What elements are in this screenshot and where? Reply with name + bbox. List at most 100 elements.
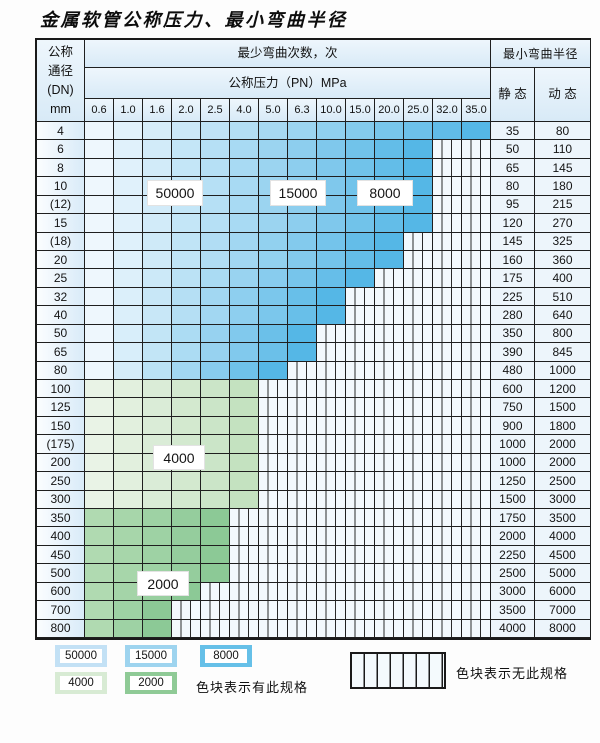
pn-cell-striped [346, 324, 375, 344]
pn-cell-striped [346, 306, 375, 325]
pn-cell-colored [201, 306, 230, 325]
pn-cell-striped [433, 324, 462, 344]
header-pn-value: 5.0 [259, 99, 288, 122]
dynamic-value-cell: 6000 [535, 582, 591, 602]
pn-cell-colored [85, 158, 114, 178]
dn-cell: 250 [37, 472, 85, 491]
pn-cell-colored [288, 140, 317, 159]
pn-cell-colored [259, 306, 288, 325]
pn-cell-colored [375, 232, 404, 251]
static-value-cell: 35 [491, 122, 535, 141]
pn-cell-striped [288, 545, 317, 565]
pn-cell-striped [462, 490, 491, 509]
pn-cell-colored [114, 490, 143, 509]
pn-cell-colored [375, 158, 404, 178]
pn-cell-striped [375, 582, 404, 602]
header-pn-value: 15.0 [346, 99, 375, 122]
pn-cell-striped [404, 564, 433, 583]
pn-cell-striped [462, 564, 491, 583]
header-dn-line: 通径 [47, 63, 73, 78]
pn-cell-striped [404, 232, 433, 251]
pn-cell-striped [433, 619, 462, 638]
pn-cell-striped [288, 472, 317, 491]
dn-cell: 32 [37, 287, 85, 307]
pn-cell-striped [433, 287, 462, 307]
pn-cell-striped [375, 269, 404, 288]
pn-cell-striped [259, 380, 288, 399]
pn-cell-colored [172, 509, 201, 528]
pn-cell-colored [230, 158, 259, 178]
legend-swatch-label: 15000 [130, 649, 172, 663]
pn-cell-striped [288, 582, 317, 602]
pn-cell-colored [114, 509, 143, 528]
static-value-cell: 160 [491, 251, 535, 270]
pn-cell-colored [230, 380, 259, 399]
pn-cell-colored [201, 324, 230, 344]
pn-cell-colored [201, 490, 230, 509]
dynamic-value-cell: 400 [535, 269, 591, 288]
pn-cell-colored [288, 122, 317, 141]
pn-cell-colored [172, 398, 201, 417]
static-value-cell: 50 [491, 140, 535, 159]
legend-swatch-15000: 15000 [125, 645, 177, 667]
pn-cell-colored [143, 122, 172, 141]
pn-cell-colored [317, 214, 346, 233]
dn-cell: 500 [37, 564, 85, 583]
pn-cell-striped [317, 472, 346, 491]
dynamic-value-cell: 180 [535, 177, 591, 196]
pn-cell-colored [172, 545, 201, 565]
legend: 50000 15000 8000 4000 2000 色块表示有此规格 色块表示… [0, 640, 600, 740]
pn-cell-colored [143, 527, 172, 546]
dn-cell: 100 [37, 380, 85, 399]
static-value-cell: 3000 [491, 582, 535, 602]
static-value-cell: 120 [491, 214, 535, 233]
pn-cell-striped [433, 435, 462, 454]
pn-cell-colored [230, 287, 259, 307]
dynamic-value-cell: 7000 [535, 601, 591, 620]
pn-cell-colored [85, 214, 114, 233]
pn-cell-striped [346, 416, 375, 436]
pn-cell-striped [375, 380, 404, 399]
header-pn-value: 25.0 [404, 99, 433, 122]
pn-cell-colored [259, 232, 288, 251]
pn-cell-striped [433, 545, 462, 565]
pn-cell-colored [201, 361, 230, 380]
pn-cell-striped [317, 435, 346, 454]
pn-cell-striped [288, 361, 317, 380]
pn-cell-striped [230, 619, 259, 638]
static-value-cell: 2250 [491, 545, 535, 565]
pn-cell-colored [143, 490, 172, 509]
pn-cell-colored [259, 343, 288, 362]
pn-cell-colored [259, 158, 288, 178]
header-pn-value: 20.0 [375, 99, 404, 122]
pn-cell-striped [433, 140, 462, 159]
static-value-cell: 2000 [491, 527, 535, 546]
pn-cell-striped [288, 527, 317, 546]
pn-cell-colored [85, 509, 114, 528]
pn-cell-striped [375, 509, 404, 528]
dynamic-value-cell: 215 [535, 195, 591, 215]
pn-cell-colored [114, 251, 143, 270]
pn-cell-colored [143, 269, 172, 288]
pn-cell-striped [317, 509, 346, 528]
static-value-cell: 145 [491, 232, 535, 251]
pn-cell-colored [172, 232, 201, 251]
pn-cell-colored [230, 453, 259, 473]
pn-cell-striped [259, 398, 288, 417]
pn-cell-colored [143, 232, 172, 251]
pn-cell-striped [317, 416, 346, 436]
pn-cell-colored [114, 195, 143, 215]
pn-cell-striped [172, 601, 201, 620]
pn-cell-striped [346, 453, 375, 473]
pn-cell-colored [375, 122, 404, 141]
pn-cell-striped [433, 214, 462, 233]
pn-cell-striped [346, 380, 375, 399]
pn-cell-colored [230, 361, 259, 380]
static-value-cell: 1500 [491, 490, 535, 509]
pn-cell-striped [375, 453, 404, 473]
pn-cell-striped [375, 564, 404, 583]
dn-cell: 65 [37, 343, 85, 362]
pn-cell-colored [172, 287, 201, 307]
pn-cell-colored [201, 232, 230, 251]
pn-cell-colored [114, 177, 143, 196]
